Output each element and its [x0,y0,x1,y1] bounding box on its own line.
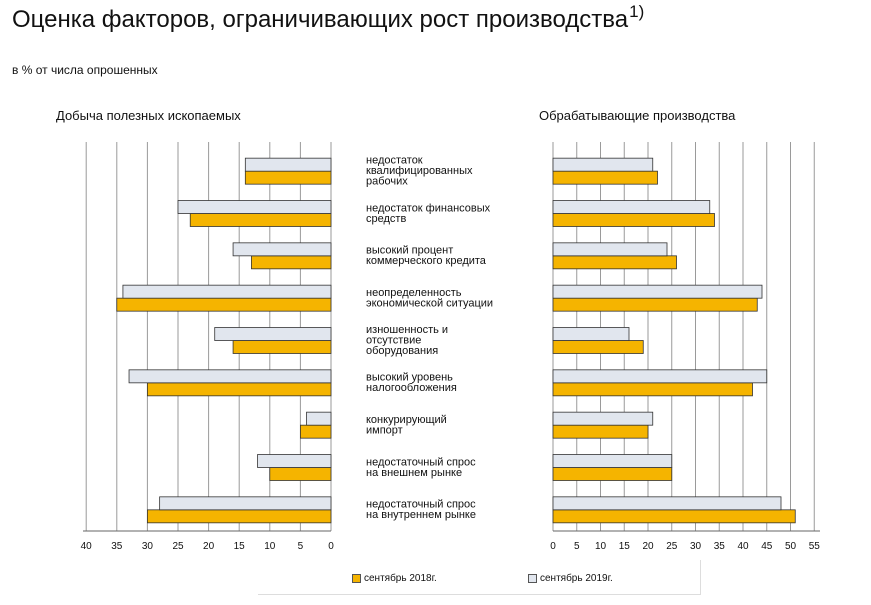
legend-swatch-2019 [528,574,537,583]
panel-1-tick-label: 5 [574,541,580,552]
panel-0-tick-label: 0 [328,541,334,552]
panel-1-tick-label: 25 [666,541,678,552]
category-label: высокий уровень налогообложения [366,372,457,395]
left-panel-title: Добыча полезных ископаемых [56,108,241,123]
category-label-line: отсутствие [366,335,421,347]
panel-0-bar-2018 [251,255,332,270]
panel-1-bar-2018 [552,297,758,312]
panel-0-bar-2018 [232,340,332,354]
panel-0-tick-label: 35 [111,541,123,552]
category-label-line: экономической ситуации [366,297,493,309]
legend [258,560,701,595]
page-title: Оценка факторов, ограничивающих рост про… [12,2,645,33]
category-label-line: рабочих [366,176,408,188]
panel-1-bar-2018 [552,424,649,439]
panel-1-bar-2019 [552,496,782,511]
panel-0-tick-label: 15 [234,541,246,552]
category-label-line: недостаток [366,155,423,167]
panel-0-tick-label: 30 [142,541,154,552]
category-label-line: недостаточный спрос [366,499,476,511]
category-label: изношенность и отсутствие оборудования [366,324,448,357]
panel-0-bar-2018 [146,382,332,397]
panel-1-bar-2018 [552,509,796,524]
panel-0-bar-2018 [269,467,332,481]
category-label: недостаточный спрос на внутреннем рынке [366,499,476,522]
panel-0-bar-2019 [128,369,332,384]
category-label: конкурирующий импорт [366,414,447,437]
panel-0-bar-2019 [244,157,332,172]
panel-0-bar-2018 [244,170,332,185]
panel-1-bar-2019 [552,200,711,214]
title-footnote-mark: 1) [629,2,645,21]
panel-0-bar-2019 [232,242,332,257]
panel-1-tick-label: 40 [737,541,749,552]
category-label-line: коммерческого кредита [366,255,487,267]
legend-item-2019: сентябрь 2019г. [528,573,613,584]
panel-1-tick-label: 50 [785,541,797,552]
panel-1-bar-2018 [552,255,677,270]
category-label-line: на внешнем рынке [366,467,462,479]
category-label-line: высокий уровень [366,372,453,384]
legend-label-2019: сентябрь 2019г. [540,573,613,584]
panel-1-bar-2018 [552,170,658,185]
panel-1-tick-label: 45 [761,541,773,552]
panel-0-tick-label: 10 [264,541,276,552]
panel-1-bar-2019 [552,284,763,299]
category-label-line: оборудования [366,345,438,357]
panel-1-bar-2019 [552,454,673,468]
legend-swatch-2018 [352,574,361,583]
panel-0-tick-label: 20 [203,541,215,552]
category-label: неопределенность экономической ситуации [366,287,493,310]
right-panel-title: Обрабатывающие производства [539,108,736,123]
panel-0-bar-2018 [116,297,332,312]
panel-1-tick-label: 20 [642,541,654,552]
legend-item-2018: сентябрь 2018г. [352,573,437,584]
panel-0-bar-2019 [257,454,332,468]
legend-label-2018: сентябрь 2018г. [364,573,437,584]
panel-0-bar-2019 [214,327,332,341]
panel-1-bar-2018 [552,467,673,481]
category-label-line: средств [366,213,406,225]
panel-1-bar-2018 [552,340,644,354]
category-label: недостаток финансовых средств [366,202,491,225]
panel-0-tick-label: 25 [172,541,184,552]
category-label-line: конкурирующий [366,414,447,426]
panel-1-bar-2019 [552,411,654,426]
category-label-line: изношенность и [366,324,448,336]
category-label: недостаток квалифицированных рабочих [366,155,473,188]
category-label-line: недостаток финансовых [366,202,491,214]
panel-0-bar-2019 [177,200,332,214]
panel-1-bar-2018 [552,382,753,397]
panel-1-tick-label: 35 [714,541,726,552]
panel-0-bar-2018 [146,509,332,524]
panel-1-bar-2018 [552,213,715,227]
panel-1-bar-2019 [552,242,668,257]
panel-1-bar-2019 [552,157,654,172]
panel-1-tick-label: 55 [809,541,821,552]
category-label-line: импорт [366,424,403,436]
panel-1-bar-2019 [552,369,768,384]
category-label-line: неопределенность [366,287,462,299]
panel-1-tick-label: 10 [595,541,607,552]
panel-0-bar-2019 [159,496,332,511]
category-label-line: квалифицированных [366,165,473,177]
panel-1-tick-label: 0 [550,541,556,552]
panel-1-tick-label: 30 [690,541,702,552]
panel-0-bar-2018 [299,424,332,439]
panel-1-bar-2019 [552,327,630,341]
panel-0-bar-2019 [122,284,332,299]
category-label: высокий процент коммерческого кредита [366,245,487,267]
panel-1-tick-label: 15 [619,541,631,552]
category-label-line: налогообложения [366,382,457,394]
category-label: недостаточный спрос на внешнем рынке [366,456,476,479]
category-label-line: высокий процент [366,245,453,257]
panel-0-tick-label: 5 [298,541,304,552]
category-label-line: на внутреннем рынке [366,509,476,521]
category-label-line: недостаточный спрос [366,456,476,468]
panel-0-bar-2019 [306,411,332,426]
panel-0-tick-label: 40 [81,541,93,552]
chart-subtitle: в % от числа опрошенных [12,63,158,77]
panel-0-bar-2018 [189,213,332,227]
